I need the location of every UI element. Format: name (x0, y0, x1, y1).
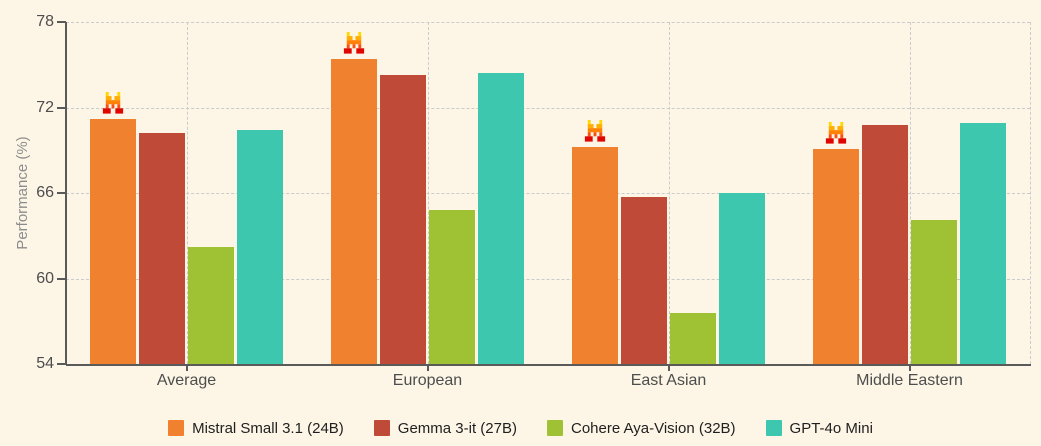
gridline-y-72 (66, 107, 1030, 109)
gridline-x (186, 22, 188, 364)
x-tick (426, 364, 429, 371)
y-tick (57, 106, 66, 109)
bar-mistral-small-3-1-24b-middle-eastern (813, 148, 859, 364)
legend-label: Gemma 3-it (27B) (397, 419, 517, 437)
bar-mistral-small-3-1-24b-european (331, 59, 377, 364)
bar-gpt-4o-mini-middle-eastern (960, 123, 1006, 364)
y-tick-label: 72 (36, 98, 54, 116)
y-tick-label: 66 (36, 184, 54, 201)
x-tick-label: East Asian (630, 372, 707, 389)
gridline-y-66 (66, 193, 1030, 194)
legend-label: Mistral Small 3.1 (24B) (192, 419, 344, 437)
bar-gemma-3-it-27b-average (139, 133, 185, 364)
legend-swatch-gemma-3-it-27b (373, 420, 390, 436)
bar-gemma-3-it-27b-european (380, 74, 426, 364)
bar-cohere-aya-vision-32b-east-asian (670, 312, 716, 364)
x-tick (185, 364, 188, 371)
mistral-logo-icon (100, 91, 126, 114)
mistral-logo-icon (582, 120, 608, 142)
x-tick-label: European (392, 372, 463, 389)
y-tick-label: 78 (36, 13, 54, 30)
legend-item-gemma-3-it-27b: Gemma 3-it (27B) (373, 419, 517, 437)
legend-label: Cohere Aya-Vision (32B) (571, 419, 736, 437)
bar-gemma-3-it-27b-east-asian (621, 197, 667, 364)
x-tick-label: Middle Eastern (856, 372, 963, 389)
x-tick (908, 364, 911, 371)
gridline-y-78 (66, 22, 1030, 23)
bar-gpt-4o-mini-average (237, 130, 283, 364)
bar-cohere-aya-vision-32b-average (188, 247, 234, 364)
legend-label: GPT-4o Mini (789, 419, 873, 437)
gridline-x (1030, 22, 1031, 364)
legend: Mistral Small 3.1 (24B) Gemma 3-it (27B) C… (0, 414, 1041, 442)
bar-gpt-4o-mini-european (478, 73, 524, 364)
gridline-y-60 (66, 278, 1030, 280)
x-tick-label: Average (156, 372, 217, 389)
x-tick (667, 364, 670, 371)
x-axis-line (66, 364, 1031, 366)
y-tick-label: 60 (36, 269, 54, 287)
legend-swatch-cohere-aya-vision-32b (547, 420, 563, 436)
legend-item-gpt-4o-mini: GPT-4o Mini (765, 419, 873, 437)
bar-gpt-4o-mini-east-asian (719, 193, 765, 364)
bar-mistral-small-3-1-24b-east-asian (572, 147, 618, 364)
legend-item-cohere-aya-vision-32b: Cohere Aya-Vision (32B) (547, 420, 736, 437)
bar-gemma-3-it-27b-middle-eastern (862, 124, 908, 364)
bar-cohere-aya-vision-32b-european (429, 210, 475, 364)
gridline-x (427, 22, 429, 364)
legend-swatch-gpt-4o-mini (765, 420, 782, 436)
y-tick (57, 277, 66, 280)
mistral-logo-icon (823, 121, 849, 144)
bar-cohere-aya-vision-32b-middle-eastern (911, 220, 957, 364)
legend-item-mistral-small-3-1-24b: Mistral Small 3.1 (24B) (168, 420, 344, 437)
legend-swatch-mistral-small-3-1-24b (168, 420, 185, 436)
y-tick (57, 363, 66, 365)
y-tick-label: 54 (36, 355, 54, 372)
mistral-logo-icon (341, 32, 367, 54)
y-axis-line (65, 22, 67, 364)
y-tick (57, 192, 66, 194)
gridline-x (909, 22, 911, 364)
gridline-x (668, 22, 670, 364)
bar-mistral-small-3-1-24b-average (90, 118, 136, 364)
y-tick (57, 21, 66, 23)
